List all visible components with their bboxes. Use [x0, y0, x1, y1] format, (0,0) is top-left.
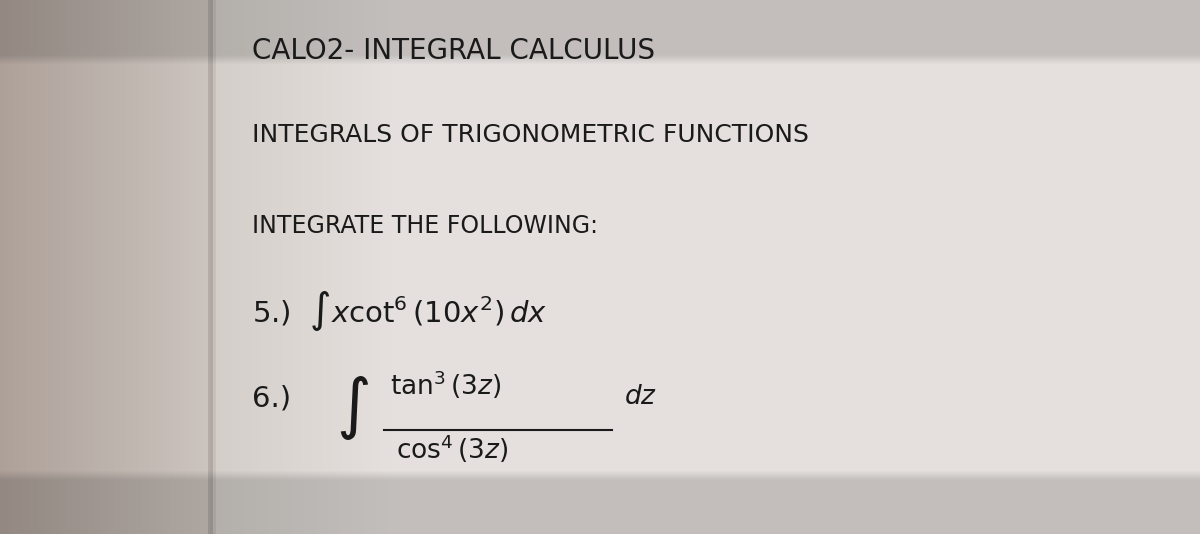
Text: 5.)  $\int x\cot^6(10x^2)\,dx$: 5.) $\int x\cot^6(10x^2)\,dx$	[252, 288, 547, 333]
Text: INTEGRATE THE FOLLOWING:: INTEGRATE THE FOLLOWING:	[252, 214, 598, 238]
Text: CALO2- INTEGRAL CALCULUS: CALO2- INTEGRAL CALCULUS	[252, 37, 655, 65]
Text: $dz$: $dz$	[624, 384, 658, 411]
Text: $\tan^3(3z)$: $\tan^3(3z)$	[390, 368, 502, 401]
Text: $\int$: $\int$	[336, 374, 370, 442]
Text: 6.): 6.)	[252, 384, 292, 412]
Text: INTEGRALS OF TRIGONOMETRIC FUNCTIONS: INTEGRALS OF TRIGONOMETRIC FUNCTIONS	[252, 123, 809, 147]
Text: $\cos^4(3z)$: $\cos^4(3z)$	[396, 433, 509, 465]
